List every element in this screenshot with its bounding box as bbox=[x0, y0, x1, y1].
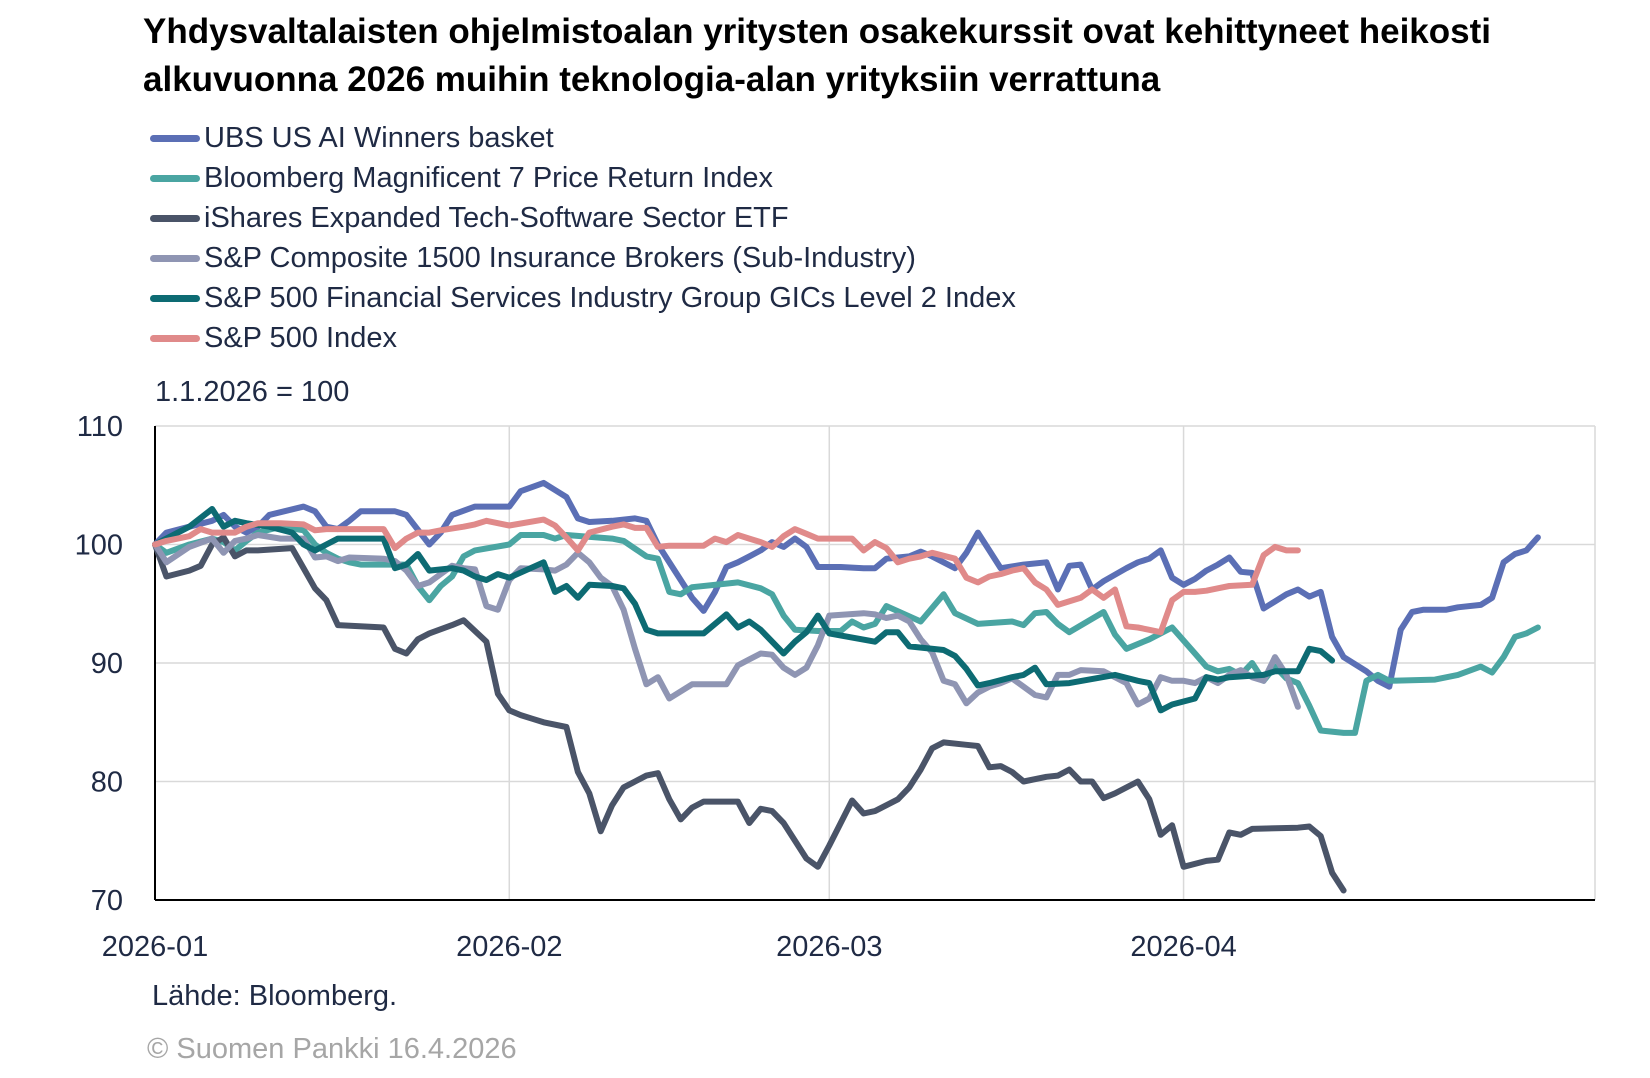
legend-item: iShares Expanded Tech-Software Sector ET… bbox=[150, 198, 1016, 238]
chart-legend: UBS US AI Winners basket Bloomberg Magnif… bbox=[150, 118, 1016, 358]
series-line-4 bbox=[152, 506, 1336, 714]
x-tick-label: 2026-02 bbox=[456, 931, 562, 963]
legend-swatch bbox=[150, 134, 200, 142]
chart-tick-labels: 110 100 90 80 70 2026-01 2026-02 2026-03 2026-04 bbox=[75, 411, 1237, 963]
y-axis-unit-label: 1.1.2026 = 100 bbox=[155, 376, 350, 408]
legend-item: Bloomberg Magnificent 7 Price Return Ind… bbox=[150, 158, 1016, 198]
legend-label: S&P 500 Index bbox=[204, 321, 397, 354]
chart-series bbox=[152, 479, 1541, 894]
series-line-2 bbox=[152, 534, 1347, 894]
copyright-note: © Suomen Pankki 16.4.2026 bbox=[147, 1033, 517, 1065]
x-tick-label: 2026-04 bbox=[1130, 931, 1236, 963]
legend-item: UBS US AI Winners basket bbox=[150, 118, 1016, 158]
legend-label: UBS US AI Winners basket bbox=[204, 121, 554, 154]
legend-swatch bbox=[150, 254, 200, 262]
legend-swatch bbox=[150, 174, 200, 182]
y-tick-label: 100 bbox=[75, 530, 123, 562]
series-line-5 bbox=[152, 516, 1301, 636]
legend-label: Bloomberg Magnificent 7 Price Return Ind… bbox=[204, 161, 774, 194]
legend-swatch bbox=[150, 214, 200, 222]
legend-label: iShares Expanded Tech-Software Sector ET… bbox=[204, 201, 789, 234]
source-note: Lähde: Bloomberg. bbox=[152, 980, 398, 1012]
chart-axes bbox=[154, 426, 1595, 901]
legend-label: S&P Composite 1500 Insurance Brokers (Su… bbox=[204, 241, 916, 274]
legend-item: S&P Composite 1500 Insurance Brokers (Su… bbox=[150, 238, 1016, 278]
x-tick-label: 2026-03 bbox=[776, 931, 882, 963]
legend-item: S&P 500 Index bbox=[150, 318, 1016, 358]
legend-swatch bbox=[150, 294, 200, 302]
y-tick-label: 90 bbox=[91, 648, 123, 680]
series-line-1 bbox=[152, 523, 1541, 736]
legend-swatch bbox=[150, 334, 200, 342]
legend-label: S&P 500 Financial Services Industry Grou… bbox=[204, 281, 1016, 314]
chart-grid bbox=[154, 425, 1596, 901]
legend-item: S&P 500 Financial Services Industry Grou… bbox=[150, 278, 1016, 318]
y-tick-label: 80 bbox=[91, 767, 123, 799]
chart-title: Yhdysvaltalaisten ohjelmistoalan yrityst… bbox=[143, 12, 1491, 99]
y-tick-label: 110 bbox=[77, 411, 123, 443]
x-tick-label: 2026-01 bbox=[102, 931, 208, 963]
y-tick-label: 70 bbox=[91, 885, 123, 917]
